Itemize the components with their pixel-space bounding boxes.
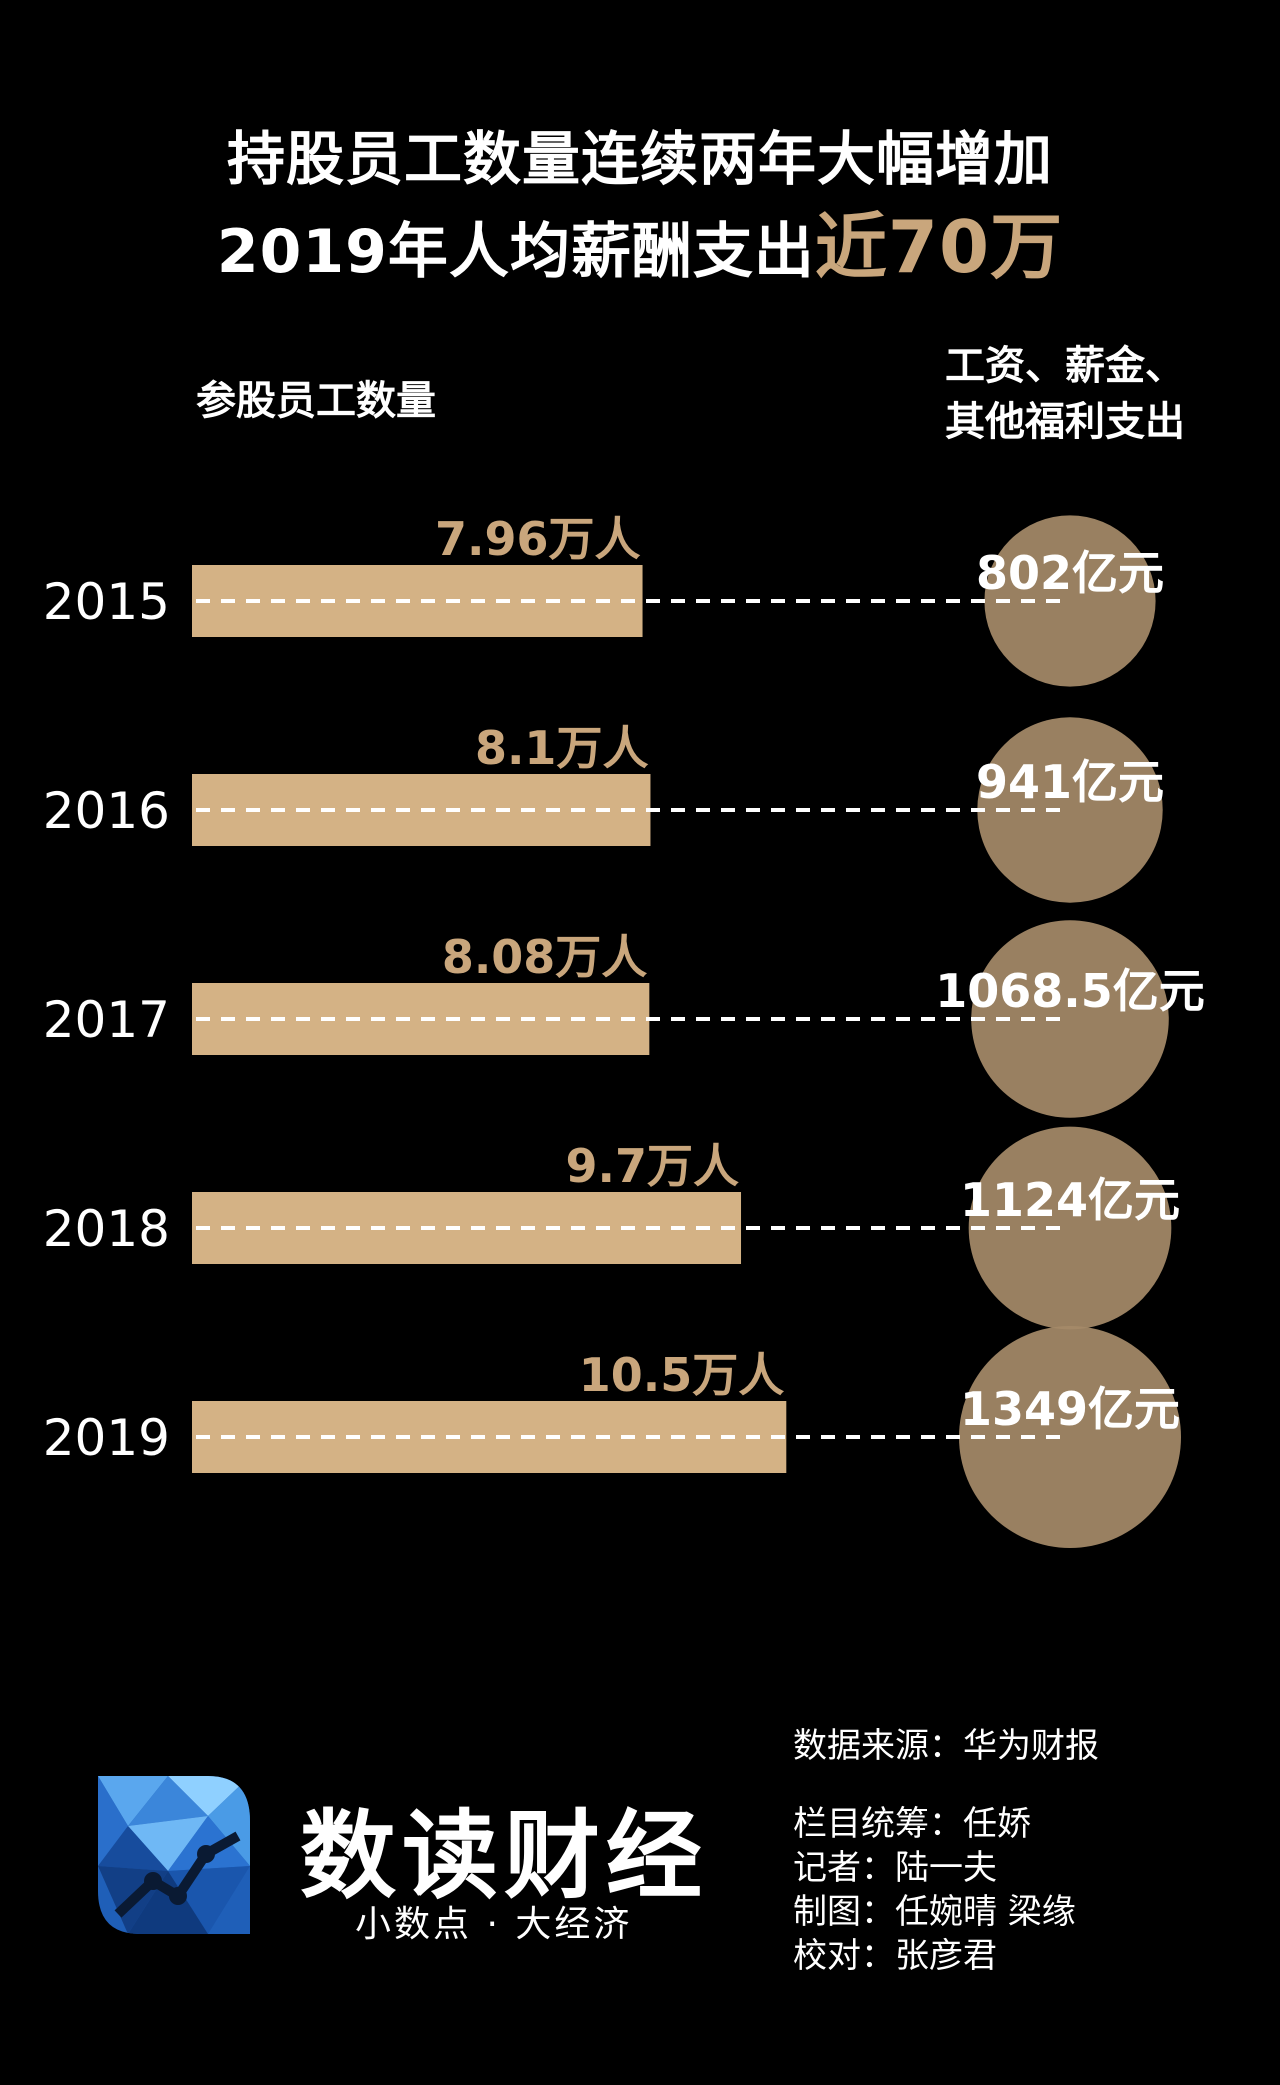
year-label-2017: 2017 xyxy=(43,991,170,1049)
right-column-header-line-1: 工资、薪金、 xyxy=(945,343,1185,389)
bar-value-label-2015: 7.96万人 xyxy=(435,512,641,566)
bubble-2016 xyxy=(977,717,1163,903)
year-label-2016: 2016 xyxy=(43,782,170,840)
right-column-header: 工资、薪金、 其他福利支出 xyxy=(900,338,1230,450)
bubble-value-label-2015: 802亿元 xyxy=(976,546,1164,600)
bar-value-label-2018: 9.7万人 xyxy=(566,1139,740,1193)
credit-line: 制图：任婉晴 梁缘 xyxy=(793,1892,1076,1932)
credit-line: 记者：陆一夫 xyxy=(793,1848,997,1888)
title-line-2-prefix: 2019年人均薪酬支出 xyxy=(216,217,815,287)
credits: 栏目统筹：任娇 记者：陆一夫 制图：任婉晴 梁缘 校对：张彦君 xyxy=(793,1802,1076,1978)
year-label-2018: 2018 xyxy=(43,1200,170,1258)
credit-line: 栏目统筹：任娇 xyxy=(793,1804,1031,1844)
left-column-header: 参股员工数量 xyxy=(196,378,436,424)
bar-value-label-2019: 10.5万人 xyxy=(579,1348,785,1402)
bar-value-label-2017: 8.08万人 xyxy=(442,930,648,984)
year-label-2015: 2015 xyxy=(43,573,170,631)
bar-2015 xyxy=(192,565,643,637)
bar-2019 xyxy=(192,1401,787,1473)
right-column-header-line-2: 其他福利支出 xyxy=(945,399,1185,445)
year-label-2019: 2019 xyxy=(43,1409,170,1467)
bubble-value-label-2018: 1124亿元 xyxy=(960,1173,1180,1227)
bubble-value-label-2017: 1068.5亿元 xyxy=(935,964,1205,1018)
title-line-2-highlight: 近70万 xyxy=(814,205,1064,289)
bubble-2018 xyxy=(968,1126,1172,1330)
data-source: 数据来源：华为财报 xyxy=(793,1726,1099,1766)
leader-line-group xyxy=(196,599,1068,1439)
polygon-chart-logo-icon xyxy=(98,1776,250,1934)
brand-name: 数读财经 xyxy=(300,1800,708,1912)
bubble-group xyxy=(959,515,1181,1548)
title-line-2: 2019年人均薪酬支出近70万 xyxy=(0,188,1280,293)
label-group: 2015 7.96万人 802亿元 2016 8.1万人 941亿元 2017 8.08万人 1… xyxy=(43,512,1205,1467)
bubble-value-label-2016: 941亿元 xyxy=(976,755,1164,809)
bubble-value-label-2019: 1349亿元 xyxy=(960,1382,1180,1436)
brand-slogan: 小数点 · 大经济 xyxy=(355,1904,633,1945)
bubble-2015 xyxy=(984,515,1156,687)
credit-line: 校对：张彦君 xyxy=(793,1936,997,1976)
bar-value-label-2016: 8.1万人 xyxy=(475,721,649,775)
bubble-2019 xyxy=(959,1326,1181,1548)
bubble-2017 xyxy=(971,920,1169,1118)
title-line-1: 持股员工数量连续两年大幅增加 xyxy=(226,125,1053,193)
bar-bubble-chart: 2015 7.96万人 802亿元 2016 8.1万人 941亿元 2017 8.08万人 1… xyxy=(43,512,1205,1548)
